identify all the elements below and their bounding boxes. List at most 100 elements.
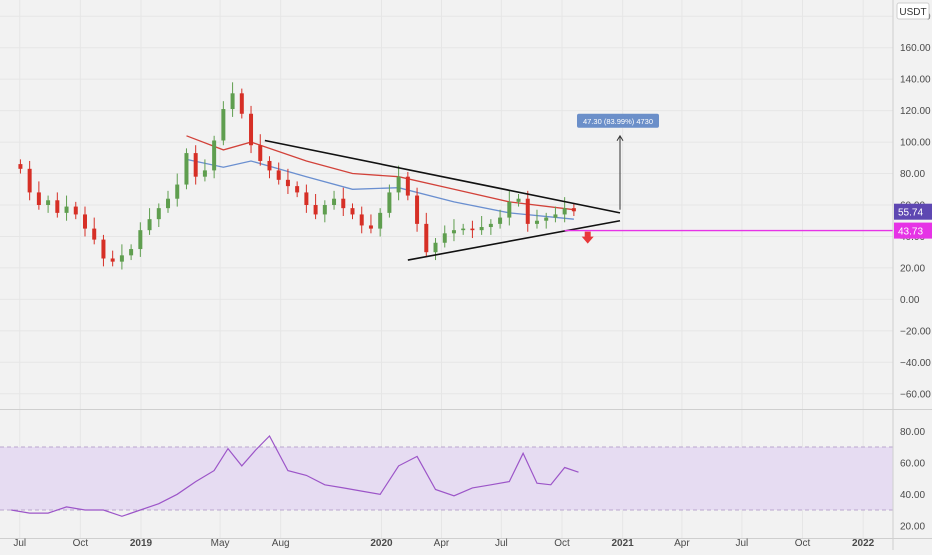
measure-label-text: 47.30 (83.99%) 4730 — [583, 117, 653, 126]
candle-body — [184, 153, 189, 185]
candle-body — [46, 200, 51, 205]
candle-body — [461, 228, 466, 231]
moving-averages — [186, 135, 574, 220]
candle-body — [110, 258, 115, 262]
candle-body — [166, 198, 171, 209]
y-tick-label: 20.00 — [900, 263, 925, 274]
candle-body — [175, 184, 180, 199]
rsi-band-fill — [0, 447, 893, 510]
candle-body — [202, 170, 207, 177]
y-tick-label: 100.00 — [900, 138, 931, 149]
candle-body — [498, 217, 503, 224]
triangle-lower-line — [407, 219, 621, 261]
last-price-badge-text: 55.74 — [898, 208, 923, 219]
y-tick-label: 160.00 — [900, 43, 931, 54]
candle-body — [350, 208, 355, 215]
candle-body — [516, 198, 521, 202]
candle-body — [387, 192, 392, 213]
candle-body — [534, 220, 539, 224]
candle-body — [479, 227, 484, 231]
candle-body — [525, 198, 530, 224]
candle-body — [119, 255, 124, 262]
last-price-badge-box — [894, 203, 932, 220]
candle-body — [27, 168, 32, 193]
candle-body — [442, 233, 447, 243]
candle-body — [322, 205, 327, 215]
candle-body — [193, 153, 198, 177]
x-tick-label: Jul — [13, 538, 26, 549]
x-tick-label: 2019 — [130, 538, 153, 549]
y-tick-label: −60.00 — [900, 389, 931, 400]
candle-body — [55, 200, 60, 213]
candle-body — [276, 170, 281, 180]
candle-body — [258, 145, 263, 161]
candle-body — [571, 208, 576, 212]
moving-average-blue — [186, 158, 574, 220]
x-tick-label: Aug — [272, 538, 290, 549]
candle-body — [313, 205, 318, 215]
y-tick-label: −40.00 — [900, 358, 931, 369]
currency-badge-text: USDT — [899, 7, 926, 18]
x-tick-label: Oct — [795, 538, 811, 549]
candle-body — [451, 230, 456, 234]
rsi-tick-label: 20.00 — [900, 521, 925, 532]
candle-body — [212, 140, 217, 171]
x-tick-label: 2020 — [370, 538, 393, 549]
y-tick-label: −20.00 — [900, 326, 931, 337]
down-arrow-icon — [581, 231, 594, 244]
candle-body — [424, 223, 429, 253]
candle-body — [488, 223, 493, 228]
drawing-annotations: 47.30 (83.99%) 4730 — [264, 113, 893, 261]
rsi-band — [0, 446, 893, 511]
rsi-tick-label: 40.00 — [900, 490, 925, 501]
candle-body — [396, 176, 401, 193]
candle-body — [101, 239, 106, 259]
candle-body — [405, 176, 410, 196]
candle-body — [470, 228, 475, 231]
rsi-series — [11, 434, 579, 517]
y-tick-label: 120.00 — [900, 106, 931, 117]
rsi-tick-label: 80.00 — [900, 427, 925, 438]
candle-body — [36, 192, 41, 205]
x-tick-label: Jul — [495, 538, 508, 549]
price-badges: 55.74 43.73 USDT — [894, 2, 932, 239]
y-tick-label: 80.00 — [900, 169, 925, 180]
candle-body — [553, 214, 558, 218]
candle-body — [138, 230, 143, 250]
candle-body — [267, 160, 272, 171]
measure-label-box — [577, 113, 660, 128]
candle-body — [304, 192, 309, 205]
candle-body — [18, 164, 23, 169]
candle-body — [562, 208, 567, 215]
candlesticks — [18, 82, 576, 270]
candle-body — [433, 242, 438, 253]
x-tick-label: 2022 — [852, 538, 875, 549]
measure-arrow-head — [616, 134, 624, 142]
candle-body — [285, 179, 290, 187]
triangle-upper-line — [264, 139, 621, 214]
candle-body — [239, 93, 244, 114]
currency-badge-box — [896, 2, 930, 20]
level-price-badge-text: 43.73 — [898, 227, 923, 238]
candle-body — [82, 214, 87, 229]
x-tick-label: Oct — [73, 538, 89, 549]
candle-body — [147, 219, 152, 231]
candle-body — [156, 208, 161, 220]
candle-body — [221, 109, 226, 141]
x-tick-label: Apr — [674, 538, 690, 549]
rsi-line — [11, 434, 579, 517]
x-tick-label: Oct — [554, 538, 570, 549]
candle-body — [73, 206, 78, 215]
y-tick-label: 0.00 — [900, 295, 920, 306]
candle-body — [544, 217, 549, 221]
candle-body — [64, 206, 69, 213]
candle-body — [378, 212, 383, 229]
moving-average-red — [186, 135, 574, 211]
candle-body — [415, 195, 420, 224]
candle-body — [368, 225, 373, 229]
candle-body — [507, 201, 512, 218]
rsi-tick-label: 60.00 — [900, 458, 925, 469]
